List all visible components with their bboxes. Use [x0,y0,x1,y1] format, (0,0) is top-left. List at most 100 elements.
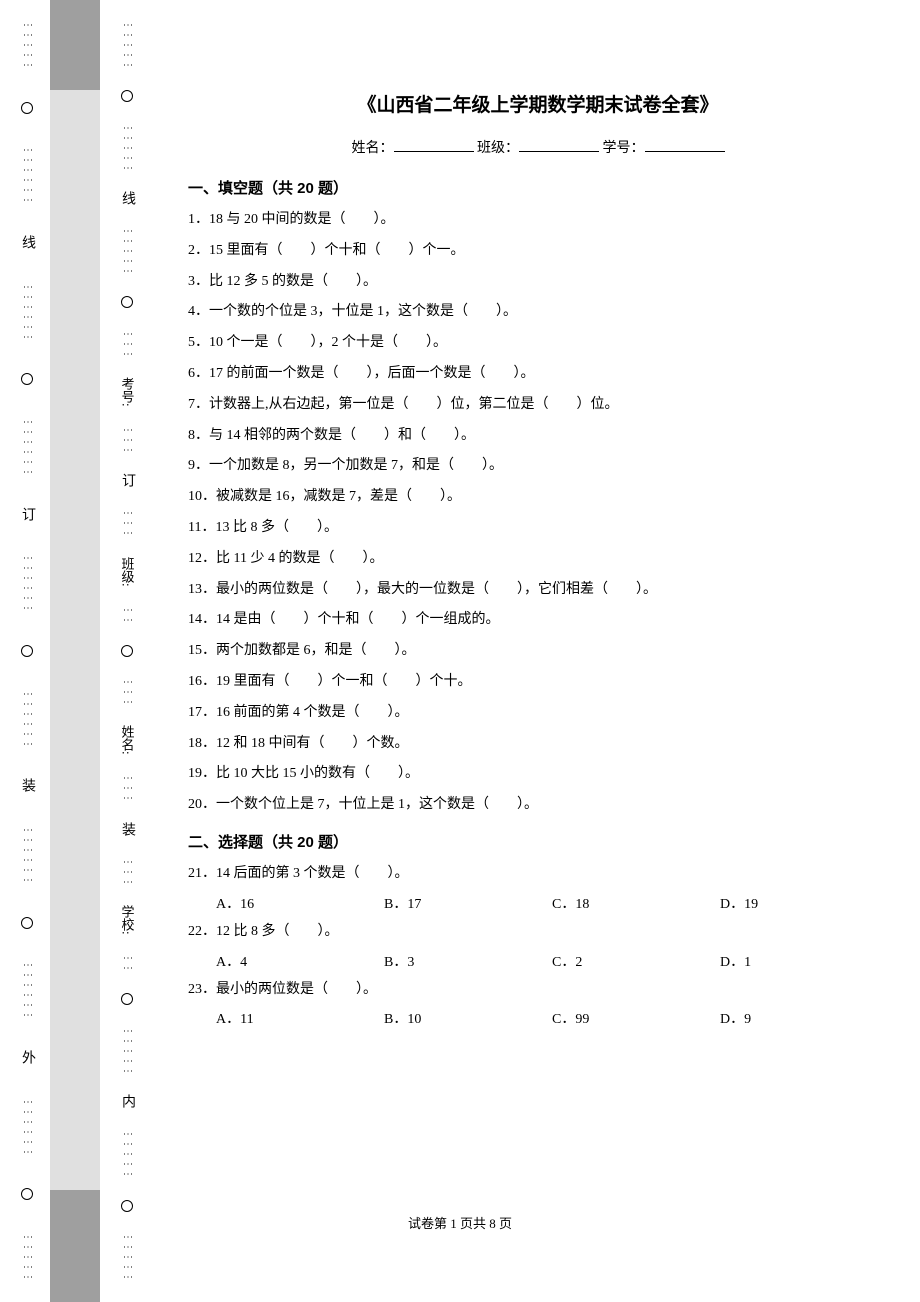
option-c[interactable]: C．18 [552,893,720,913]
margin-label: 外 [17,1048,37,1069]
margin-label: 内 [117,1092,137,1113]
margin-gray-bot [50,1190,100,1302]
dots: ⋮⋮⋮⋮⋮ [24,20,30,70]
question: 17．16 前面的第 4 个数是（ ）。 [188,701,888,725]
dots: ⋮⋮⋮⋮⋮ [124,123,130,173]
binding-margin-inner: ⋮⋮⋮⋮⋮ ⋮⋮⋮⋮⋮ 线 ⋮⋮⋮⋮⋮ ⋮⋮⋮ 考号: ⋮⋮⋮ 订 ⋮⋮⋮ 班级… [112,0,142,1302]
mcq-options: A．4 B．3 C．2 D．1 [216,951,888,971]
option-d[interactable]: D．1 [720,951,888,971]
question: 13．最小的两位数是（ ），最大的一位数是（ ），它们相差（ ）。 [188,578,888,602]
mcq-options: A．11 B．10 C．99 D．9 [216,1008,888,1028]
option-b[interactable]: B．3 [384,951,552,971]
binding-circle [21,645,33,657]
question: 6．17 的前面一个数是（ ），后面一个数是（ ）。 [188,362,888,386]
mcq-stem: 23．最小的两位数是（ ）。 [188,978,888,1002]
question: 14．14 是由（ ）个十和（ ）个一组成的。 [188,608,888,632]
option-b[interactable]: B．17 [384,893,552,913]
dots: ⋮⋮⋮⋮⋮⋮ [24,145,30,205]
dots: ⋮⋮⋮⋮⋮⋮ [24,1097,30,1157]
question: 5．10 个一是（ ），2 个十是（ ）。 [188,331,888,355]
dots: ⋮⋮⋮⋮⋮ [124,20,130,70]
margin-label: 线 [117,189,137,210]
option-a[interactable]: A．11 [216,1008,384,1028]
option-a[interactable]: A．16 [216,893,384,913]
field-examid: 考号: [118,375,137,409]
dots: ⋮⋮⋮⋮⋮⋮ [24,825,30,885]
binding-circle [121,645,133,657]
binding-circle [121,993,133,1005]
margin-label: 装 [17,776,37,797]
option-d[interactable]: D．9 [720,1008,888,1028]
dots: ⋮⋮⋮⋮⋮ [124,1129,130,1179]
option-c[interactable]: C．99 [552,1008,720,1028]
name-label: 姓名： [352,141,394,156]
field-class: 班级: [118,555,137,589]
dots: ⋮⋮⋮⋮⋮⋮ [24,417,30,477]
question: 10．被减数是 16，减数是 7，差是（ ）。 [188,485,888,509]
dots: ⋮⋮⋮⋮⋮ [124,1026,130,1076]
question: 2．15 里面有（ ）个十和（ ）个一。 [188,239,888,263]
class-label: 班级： [477,141,519,156]
option-c[interactable]: C．2 [552,951,720,971]
margin-label: 装 [117,820,137,841]
option-d[interactable]: D．19 [720,893,888,913]
question: 19．比 10 大比 15 小的数有（ ）。 [188,762,888,786]
option-b[interactable]: B．10 [384,1008,552,1028]
dots: ⋮⋮⋮ [124,857,130,887]
option-a[interactable]: A．4 [216,951,384,971]
dots: ⋮⋮⋮⋮⋮⋮ [24,960,30,1020]
binding-margin-outer: ⋮⋮⋮⋮⋮ ⋮⋮⋮⋮⋮⋮ 线 ⋮⋮⋮⋮⋮⋮ ⋮⋮⋮⋮⋮⋮ 订 ⋮⋮⋮⋮⋮⋮ ⋮⋮… [12,0,42,1302]
class-blank[interactable] [519,138,599,152]
binding-circle [21,373,33,385]
binding-circle [21,917,33,929]
dots: ⋮⋮⋮⋮⋮ [24,1232,30,1282]
fill-blank-list: 1．18 与 20 中间的数是（ ）。 2．15 里面有（ ）个十和（ ）个一。… [188,208,888,817]
question: 8．与 14 相邻的两个数是（ ）和（ ）。 [188,424,888,448]
margin-label: 订 [117,471,137,492]
question: 11．13 比 8 多（ ）。 [188,516,888,540]
question: 1．18 与 20 中间的数是（ ）。 [188,208,888,232]
mcq-stem: 21．14 后面的第 3 个数是（ ）。 [188,862,888,886]
dots: ⋮⋮⋮⋮⋮⋮ [24,553,30,613]
margin-label: 订 [17,505,37,526]
dots: ⋮⋮⋮ [124,677,130,707]
question: 9．一个加数是 8，另一个加数是 7，和是（ ）。 [188,454,888,478]
dots: ⋮⋮⋮⋮⋮ [124,1232,130,1282]
margin-gray-mid [50,90,100,1190]
student-info-line: 姓名： 班级： 学号： [188,137,888,157]
question: 12．比 11 少 4 的数是（ ）。 [188,547,888,571]
margin-label: 线 [17,233,37,254]
question: 18．12 和 18 中间有（ ）个数。 [188,732,888,756]
dots: ⋮⋮⋮⋮⋮⋮ [24,282,30,342]
question: 7．计数器上,从右边起，第一位是（ ）位，第二位是（ ）位。 [188,393,888,417]
question: 16．19 里面有（ ）个一和（ ）个十。 [188,670,888,694]
exam-title: 《山西省二年级上学期数学期末试卷全套》 [188,90,888,117]
dots: ⋮⋮⋮ [124,508,130,538]
field-name: 姓名: [118,723,137,757]
binding-circle [21,102,33,114]
dots: ⋮⋮⋮⋮⋮ [124,226,130,276]
name-blank[interactable] [394,138,474,152]
dots: ⋮⋮⋮⋮⋮⋮ [24,689,30,749]
binding-circle [121,296,133,308]
margin-gray-top [50,0,100,90]
mcq-item: 23．最小的两位数是（ ）。 A．11 B．10 C．99 D．9 [188,978,888,1029]
id-blank[interactable] [645,138,725,152]
mcq-item: 22．12 比 8 多（ ）。 A．4 B．3 C．2 D．1 [188,920,888,971]
question: 4．一个数的个位是 3，十位是 1，这个数是（ ）。 [188,300,888,324]
dots: ⋮⋮⋮ [124,773,130,803]
mcq-stem: 22．12 比 8 多（ ）。 [188,920,888,944]
dots: ⋮⋮ [124,605,130,625]
question: 15．两个加数都是 6，和是（ ）。 [188,639,888,663]
page-footer: 试卷第 1 页共 8 页 [0,1213,920,1232]
binding-circle [121,90,133,102]
field-school: 学校: [118,903,137,937]
mcq-item: 21．14 后面的第 3 个数是（ ）。 A．16 B．17 C．18 D．19 [188,862,888,913]
mcq-options: A．16 B．17 C．18 D．19 [216,893,888,913]
id-label: 学号： [603,141,645,156]
dots: ⋮⋮ [124,953,130,973]
exam-content: 《山西省二年级上学期数学期末试卷全套》 姓名： 班级： 学号： 一、填空题（共 … [188,90,888,1034]
dots: ⋮⋮⋮ [124,425,130,455]
section-1-heading: 一、填空题（共 20 题） [188,177,888,198]
question: 3．比 12 多 5 的数是（ ）。 [188,270,888,294]
